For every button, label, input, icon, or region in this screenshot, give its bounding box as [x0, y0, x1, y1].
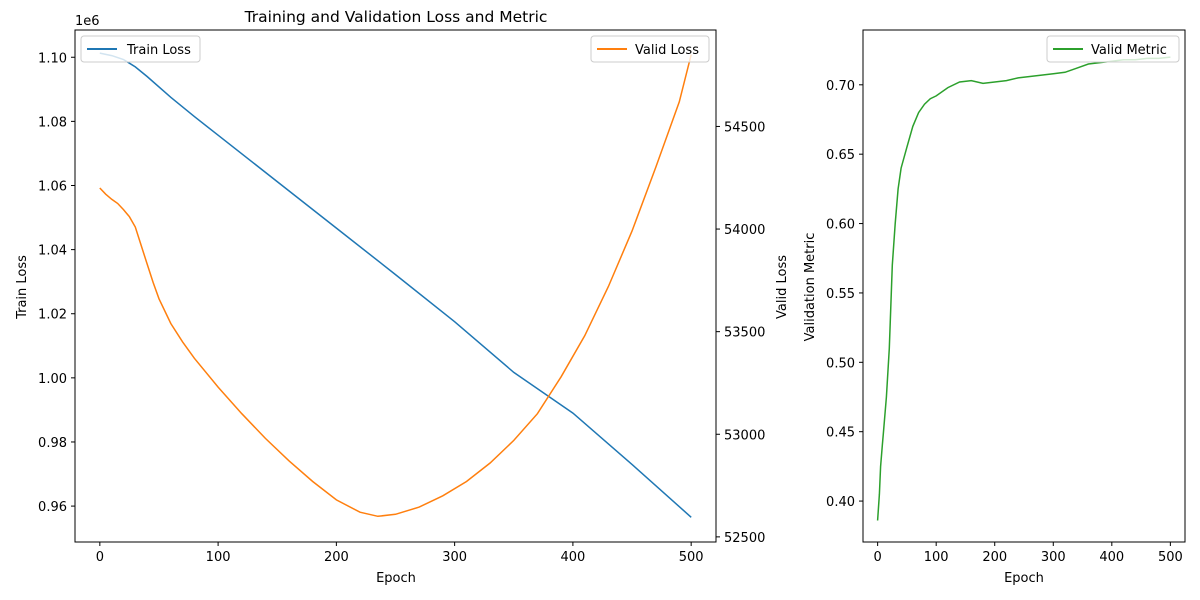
y-tick-label: 1.00 — [38, 372, 67, 387]
x-axis-label: Epoch — [376, 571, 416, 586]
y-tick-label: 1.08 — [38, 115, 67, 130]
x-tick-label: 400 — [1099, 550, 1124, 565]
y-tick-label: 0.98 — [38, 436, 67, 451]
legend-train-box — [80, 35, 201, 63]
y-tick-label: 1.10 — [38, 51, 67, 66]
x-tick-label: 200 — [982, 550, 1007, 565]
y2-tick-label: 53000 — [724, 428, 765, 443]
y-axis-label-train: Train Loss — [15, 255, 30, 320]
y-tick-label: 0.55 — [826, 287, 855, 302]
valid-metric-line — [876, 56, 1171, 521]
legend-metric-label: Valid Metric — [1091, 43, 1167, 58]
valid-loss-line — [99, 54, 692, 518]
train-loss-line — [99, 52, 692, 518]
legend-valid: Valid Loss — [590, 35, 710, 63]
legend-metric-box — [1046, 35, 1180, 63]
loss-chart: Training and Validation Loss and Metric … — [15, 8, 790, 586]
y-tick-label: 0.50 — [826, 356, 855, 371]
x-tick-label: 400 — [560, 550, 585, 565]
y2-tick-label: 53500 — [724, 326, 765, 341]
y-tick-label: 1.04 — [38, 244, 67, 259]
x-tick-label: 100 — [206, 550, 231, 565]
y-offset-text: 1e6 — [75, 14, 100, 29]
y2-tick-label: 52500 — [724, 531, 765, 546]
y-axis-label-metric: Validation Metric — [803, 233, 818, 342]
y-tick-label: 1.06 — [38, 179, 67, 194]
x-tick-label: 0 — [873, 550, 881, 565]
x-tick-label: 500 — [679, 550, 704, 565]
y-tick-label: 0.40 — [826, 495, 855, 510]
metric-chart: 0 100 200 300 400 500 0.40 0.45 0.50 0.55 0.60 0.65… — [803, 29, 1186, 586]
plot-frame — [74, 29, 717, 543]
plot-frame-metric — [862, 29, 1186, 543]
legend-valid-box — [590, 35, 710, 63]
x-tick-label: 300 — [442, 550, 467, 565]
legend-train-label: Train Loss — [126, 43, 191, 58]
x-tick-label: 500 — [1158, 550, 1183, 565]
y-tick-label: 0.96 — [38, 500, 67, 515]
legend-metric: Valid Metric — [1046, 35, 1180, 63]
legend-valid-label: Valid Loss — [635, 43, 699, 58]
x-tick-label: 100 — [924, 550, 949, 565]
y-tick-label: 0.70 — [826, 79, 855, 94]
y2-tick-label: 54500 — [724, 120, 765, 135]
y-tick-label: 0.45 — [826, 426, 855, 441]
y-tick-label: 0.65 — [826, 148, 855, 163]
y2-tick-label: 54000 — [724, 223, 765, 238]
y-tick-label: 0.60 — [826, 218, 855, 233]
y2-axis-label-valid: Valid Loss — [775, 255, 790, 319]
x-tick-label: 200 — [324, 550, 349, 565]
y-tick-label: 1.02 — [38, 308, 67, 323]
legend-train: Train Loss — [80, 35, 201, 63]
x-axis-label-metric: Epoch — [1004, 571, 1044, 586]
chart-title: Training and Validation Loss and Metric — [244, 8, 548, 26]
x-tick-label: 0 — [96, 550, 104, 565]
x-tick-label: 300 — [1041, 550, 1066, 565]
